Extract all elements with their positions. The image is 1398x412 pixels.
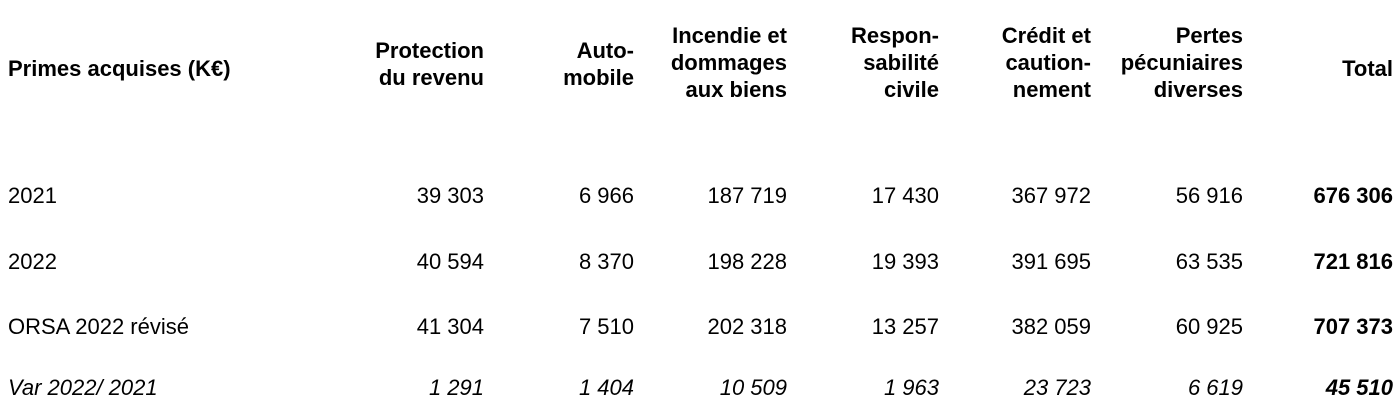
- cell-orsa-automobile: 7 510: [578, 314, 634, 339]
- cell-var-total: 45 510: [1325, 375, 1393, 400]
- cell-var-responsabilite: 1 963: [883, 375, 939, 400]
- cell-2022-responsabilite: 19 393: [871, 249, 939, 274]
- row-label-2022: 2022: [8, 249, 57, 274]
- row-label-2021: 2021: [8, 183, 57, 208]
- cell-orsa-credit: 382 059: [1011, 314, 1091, 339]
- cell-2022-protection: 40 594: [416, 249, 484, 274]
- cell-orsa-total: 707 373: [1313, 314, 1393, 339]
- cell-2021-protection: 39 303: [416, 183, 484, 208]
- row-label-var: Var 2022/ 2021: [8, 375, 158, 400]
- cell-2022-total: 721 816: [1313, 249, 1393, 274]
- column-header-incendie-dommages: Incendie et dommages aux biens: [670, 23, 787, 102]
- column-header-total: Total: [1342, 56, 1393, 81]
- column-header-credit-caution: Crédit et caution- nement: [1001, 23, 1091, 102]
- cell-2022-incendie: 198 228: [707, 249, 787, 274]
- cell-orsa-incendie: 202 318: [707, 314, 787, 339]
- cell-var-automobile: 1 404: [578, 375, 634, 400]
- cell-orsa-pertes: 60 925: [1175, 314, 1243, 339]
- cell-2021-incendie: 187 719: [707, 183, 787, 208]
- row-label-orsa-2022: ORSA 2022 révisé: [8, 314, 189, 339]
- column-header-responsabilite-civile: Respon- sabilité civile: [851, 23, 939, 102]
- cell-orsa-protection: 41 304: [416, 314, 484, 339]
- cell-var-incendie: 10 509: [719, 375, 787, 400]
- cell-2022-automobile: 8 370: [578, 249, 634, 274]
- cell-var-protection: 1 291: [428, 375, 484, 400]
- header-label: Primes acquises (K€): [8, 56, 231, 81]
- cell-2021-pertes: 56 916: [1175, 183, 1243, 208]
- cell-2022-credit: 391 695: [1011, 249, 1091, 274]
- cell-2022-pertes: 63 535: [1175, 249, 1243, 274]
- cell-var-credit: 23 723: [1023, 375, 1091, 400]
- cell-orsa-responsabilite: 13 257: [871, 314, 939, 339]
- column-header-pertes-pecuniaires: Pertes pécuniaires diverses: [1120, 23, 1243, 102]
- cell-2021-automobile: 6 966: [578, 183, 634, 208]
- cell-var-pertes: 6 619: [1187, 375, 1243, 400]
- cell-2021-total: 676 306: [1313, 183, 1393, 208]
- cell-2021-credit: 367 972: [1011, 183, 1091, 208]
- column-header-automobile: Auto- mobile: [563, 38, 634, 90]
- column-header-protection-du-revenu: Protection du revenu: [375, 38, 484, 90]
- cell-2021-responsabilite: 17 430: [871, 183, 939, 208]
